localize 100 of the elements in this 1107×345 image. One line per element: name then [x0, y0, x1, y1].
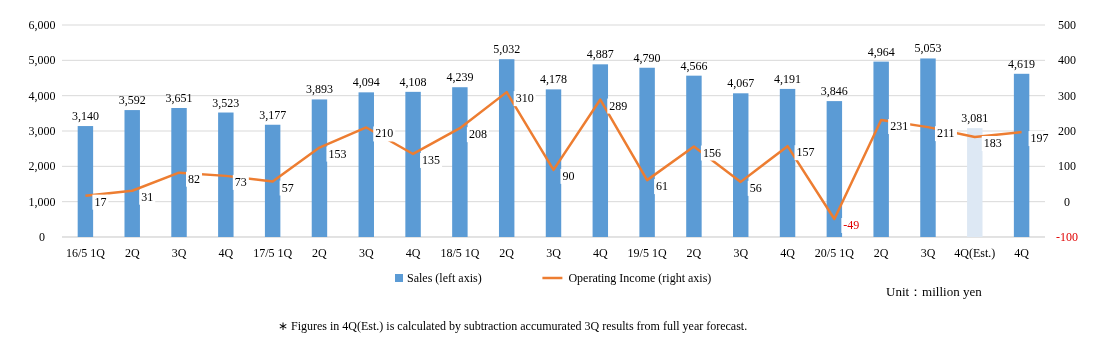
data-label: 156 [702, 145, 721, 160]
x-tick-label: 2Q [312, 246, 328, 260]
y-tick-label: 0 [39, 230, 45, 244]
data-label: 310 [515, 91, 534, 106]
data-label: 3,523 [212, 95, 240, 110]
y-tick-label: 3,000 [28, 124, 56, 138]
data-label: 3,140 [71, 109, 99, 124]
data-label: 231 [890, 119, 909, 134]
data-label: 4,619 [1008, 56, 1036, 71]
x-tick-label: 4Q [405, 246, 421, 260]
data-label: 3,592 [118, 93, 146, 108]
data-label: 17 [94, 194, 107, 209]
data-label: 56 [749, 180, 762, 195]
x-tick-label: 4Q [780, 246, 796, 260]
x-tick-label: 3Q [546, 246, 562, 260]
data-label: 3,893 [305, 82, 333, 97]
data-label: 183 [983, 136, 1002, 151]
data-label: -49 [843, 217, 860, 232]
bar [358, 92, 374, 237]
bar [733, 93, 749, 237]
data-label: 5,032 [493, 42, 521, 57]
data-label: 157 [796, 145, 815, 160]
text: ∗ Figures in 4Q(Est.) is calculated by subtraction accumurated 3Q results from full year forecast. [278, 319, 748, 333]
bar [498, 59, 515, 237]
bar [405, 91, 421, 237]
text: Unit：million yen [886, 284, 983, 299]
data-label: 5,053 [914, 41, 942, 56]
x-tick-label: 2Q [499, 246, 515, 260]
bar [686, 75, 702, 237]
x-tick-label: 20/5 1Q [814, 246, 855, 260]
x-tick-label: 16/5 1Q [65, 246, 106, 260]
bar [218, 112, 234, 237]
data-label: 4,887 [586, 47, 614, 62]
y-tick-label: 5,000 [28, 53, 56, 68]
data-label: 82 [188, 171, 201, 186]
bar [264, 124, 281, 237]
bar [124, 110, 140, 237]
y2-tick-label: 400 [1058, 53, 1076, 68]
y-tick-label: 2,000 [28, 159, 56, 174]
data-label: 4,239 [446, 70, 474, 85]
y2-tick-label: -100 [1056, 230, 1078, 244]
data-label: 210 [375, 126, 394, 141]
y2-tick-label: 500 [1058, 18, 1076, 32]
data-label: 4,067 [727, 76, 755, 91]
x-tick-label: 2Q [124, 246, 140, 260]
bar [779, 88, 796, 237]
y-tick-label: 4,000 [28, 88, 56, 103]
bar [873, 61, 889, 237]
data-label: 4,178 [540, 72, 567, 87]
bar [77, 126, 94, 237]
bar [1013, 73, 1030, 237]
data-label: 135 [422, 152, 441, 167]
x-tick-label: 4Q [218, 246, 234, 260]
data-label: 61 [656, 179, 669, 194]
y-tick-label: 6,000 [28, 18, 56, 32]
data-label: 211 [936, 126, 955, 141]
data-label: 3,651 [165, 91, 193, 105]
x-tick-label: 2Q [873, 246, 889, 260]
bar [592, 64, 609, 237]
data-label: 153 [328, 146, 347, 161]
x-tick-label: 19/5 1Q [627, 246, 667, 260]
data-label: 197 [1030, 131, 1049, 146]
data-label: 90 [562, 168, 575, 183]
data-label: 289 [609, 98, 628, 113]
bar [171, 108, 187, 237]
bar [920, 58, 936, 237]
bar [639, 67, 655, 237]
x-tick-label: 3Q [920, 246, 936, 260]
data-label: 4,790 [633, 50, 661, 65]
bar [452, 87, 468, 237]
data-label: 208 [468, 127, 487, 142]
data-label: 4,094 [352, 75, 380, 90]
data-label: 4,191 [774, 71, 802, 86]
data-label: 3,081 [961, 111, 989, 126]
x-tick-label: 4Q [592, 246, 608, 260]
legend-label: Sales (left axis) [407, 271, 482, 285]
data-label: 4,108 [399, 74, 427, 89]
x-tick-label: 3Q [358, 246, 374, 260]
data-label: 4,566 [680, 58, 708, 73]
y2-tick-label: 200 [1058, 124, 1076, 138]
bar [545, 89, 562, 237]
y2-tick-label: 300 [1058, 88, 1076, 103]
data-label: 4,964 [867, 44, 895, 59]
x-tick-label: 18/5 1Q [440, 246, 480, 260]
x-tick-label: 3Q [171, 246, 187, 260]
bar [967, 128, 983, 237]
y2-tick-label: 100 [1058, 159, 1076, 174]
bar [826, 101, 843, 237]
x-tick-label: 4Q(Est.) [954, 246, 996, 260]
y2-tick-label: 0 [1064, 194, 1070, 209]
x-tick-label: 3Q [733, 246, 749, 260]
data-label: 73 [234, 174, 247, 189]
legend-label: Operating Income (right axis) [568, 271, 712, 285]
data-label: 3,846 [820, 84, 848, 99]
y-tick-label: 1,000 [28, 194, 56, 209]
x-tick-label: 17/5 1Q [253, 246, 293, 260]
data-label: 3,177 [259, 107, 287, 122]
x-tick-label: 4Q [1014, 246, 1030, 260]
data-label: 57 [281, 180, 294, 195]
x-tick-label: 2Q [686, 246, 702, 260]
